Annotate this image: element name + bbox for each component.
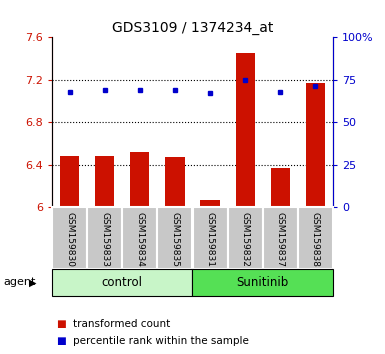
Bar [87,207,122,269]
Bar [192,269,333,296]
Text: ■: ■ [56,336,65,346]
Text: GSM159837: GSM159837 [276,212,285,267]
Bar [157,207,192,269]
Text: GSM159834: GSM159834 [135,212,144,267]
Bar [95,156,114,207]
Text: ▶: ▶ [28,277,36,287]
Bar [306,83,325,207]
Text: GSM159831: GSM159831 [206,212,214,267]
Text: ■: ■ [56,319,65,329]
Bar [122,207,157,269]
Bar [60,156,79,207]
Text: control: control [102,276,143,289]
Bar [201,200,220,207]
Bar [130,152,149,207]
Text: GSM159832: GSM159832 [241,212,250,267]
Text: GSM159835: GSM159835 [171,212,179,267]
Text: transformed count: transformed count [73,319,171,329]
Bar [298,207,333,269]
Text: percentile rank within the sample: percentile rank within the sample [73,336,249,346]
Bar [271,168,290,207]
Bar [52,207,87,269]
Text: GSM159833: GSM159833 [100,212,109,267]
Title: GDS3109 / 1374234_at: GDS3109 / 1374234_at [112,21,273,35]
Bar [52,269,192,296]
Bar [165,157,184,207]
Text: agent: agent [4,277,36,287]
Text: GSM159838: GSM159838 [311,212,320,267]
Bar [236,53,255,207]
Bar [228,207,263,269]
Bar [263,207,298,269]
Bar [192,207,228,269]
Text: Sunitinib: Sunitinib [237,276,289,289]
Text: GSM159830: GSM159830 [65,212,74,267]
